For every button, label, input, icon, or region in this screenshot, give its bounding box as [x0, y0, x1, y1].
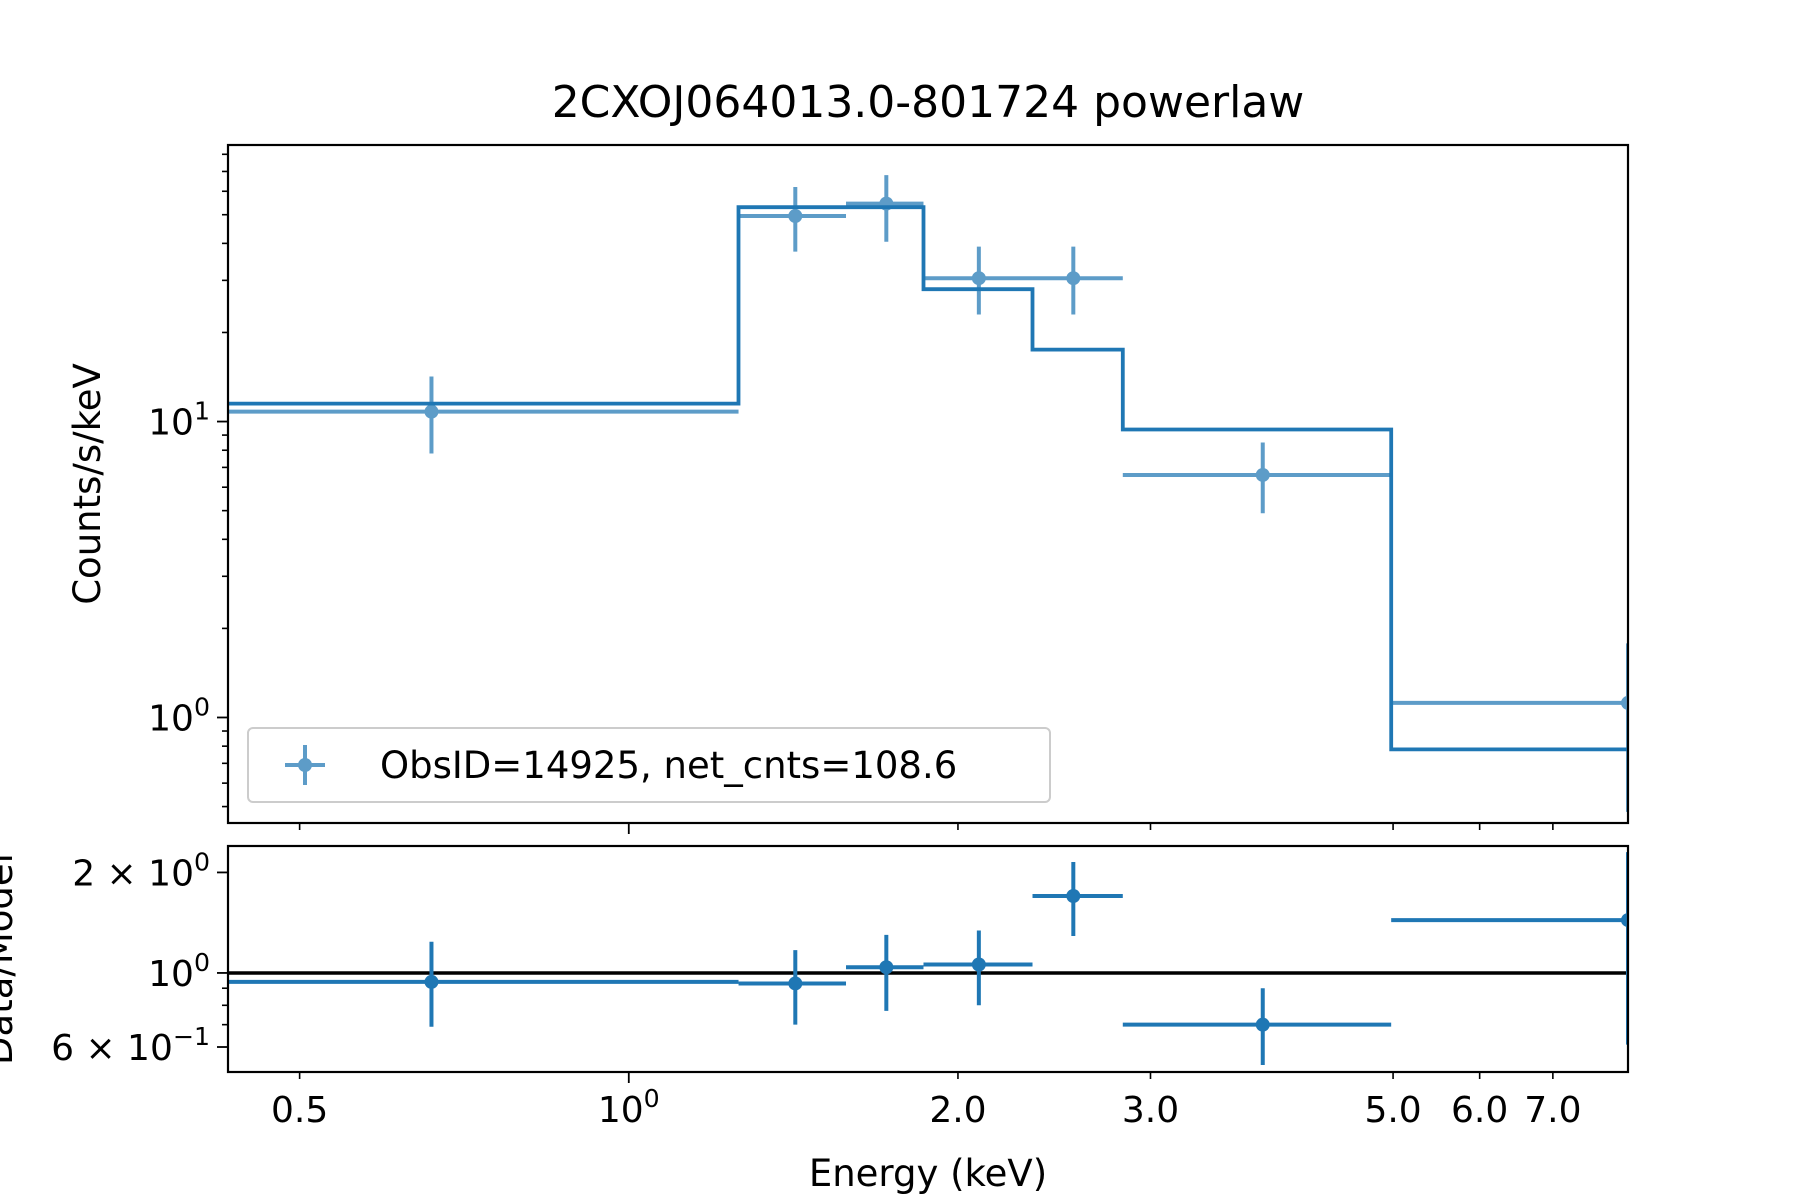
legend: ObsID=14925, net_cnts=108.6	[247, 727, 1051, 803]
y-tick-label: 6 × 10−1	[51, 1022, 210, 1069]
y-tick-label: 100	[148, 692, 210, 739]
data-marker	[971, 271, 986, 286]
data-marker	[424, 404, 439, 419]
data-point	[1122, 988, 1392, 1065]
data-point	[738, 950, 847, 1025]
legend-dot	[298, 758, 312, 772]
axes-frame	[226, 143, 1630, 825]
model-step-curve	[228, 205, 1628, 752]
x-tick-label: 6.0	[1451, 1090, 1508, 1131]
x-tick-label: 2.0	[929, 1090, 986, 1131]
data-point	[228, 941, 739, 1027]
data-marker	[788, 976, 803, 991]
data-point	[1122, 442, 1392, 514]
data-marker	[1255, 1017, 1270, 1032]
data-point	[1032, 246, 1123, 315]
data-marker	[1255, 467, 1270, 482]
data-marker	[1066, 271, 1081, 286]
data-point	[846, 934, 924, 1011]
chart-title: 2CXOJ064013.0-801724 powerlaw	[552, 77, 1305, 128]
y-tick-label: 101	[148, 396, 210, 443]
x-tick-label: 0.5	[271, 1090, 328, 1131]
x-axis: 0.5 100 2.0 3.0 5.0 6.0 7.0	[271, 823, 1581, 1131]
spectrum-panel: 100 101	[148, 143, 1630, 825]
legend-marker	[285, 745, 325, 785]
x-tick-label: 7.0	[1524, 1090, 1581, 1131]
data-marker	[879, 960, 894, 975]
data-marker	[1066, 889, 1081, 904]
data-point	[228, 376, 739, 454]
y-tick-label: 2 × 100	[72, 847, 210, 894]
data-point	[738, 187, 847, 252]
data-marker	[879, 196, 894, 211]
legend-box	[247, 727, 1051, 803]
data-marker	[1621, 913, 1628, 928]
x-axis-label: Energy (keV)	[809, 1152, 1047, 1195]
x-tick-label: 100	[598, 1084, 660, 1131]
data-marker	[1621, 695, 1628, 710]
data-point	[846, 175, 924, 242]
y-axis-label-top: Counts/s/keV	[66, 363, 109, 605]
data-marker	[971, 957, 986, 972]
data-point	[1391, 852, 1628, 1045]
legend-label: ObsID=14925, net_cnts=108.6	[380, 744, 957, 787]
data-point	[923, 930, 1033, 1006]
axes-frame	[226, 844, 1630, 1074]
data-point	[923, 246, 1033, 315]
x-tick-label: 5.0	[1364, 1090, 1421, 1131]
data-point	[1032, 861, 1123, 937]
data-point	[1391, 643, 1628, 812]
ratio-panel: 2 × 100 100 6 × 10−1	[51, 844, 1630, 1074]
y-axis-label-bottom: Data/Model	[0, 853, 21, 1065]
y-tick-label: 100	[148, 948, 210, 995]
x-tick-label: 3.0	[1122, 1090, 1179, 1131]
data-marker	[424, 974, 439, 989]
data-marker	[788, 208, 803, 223]
